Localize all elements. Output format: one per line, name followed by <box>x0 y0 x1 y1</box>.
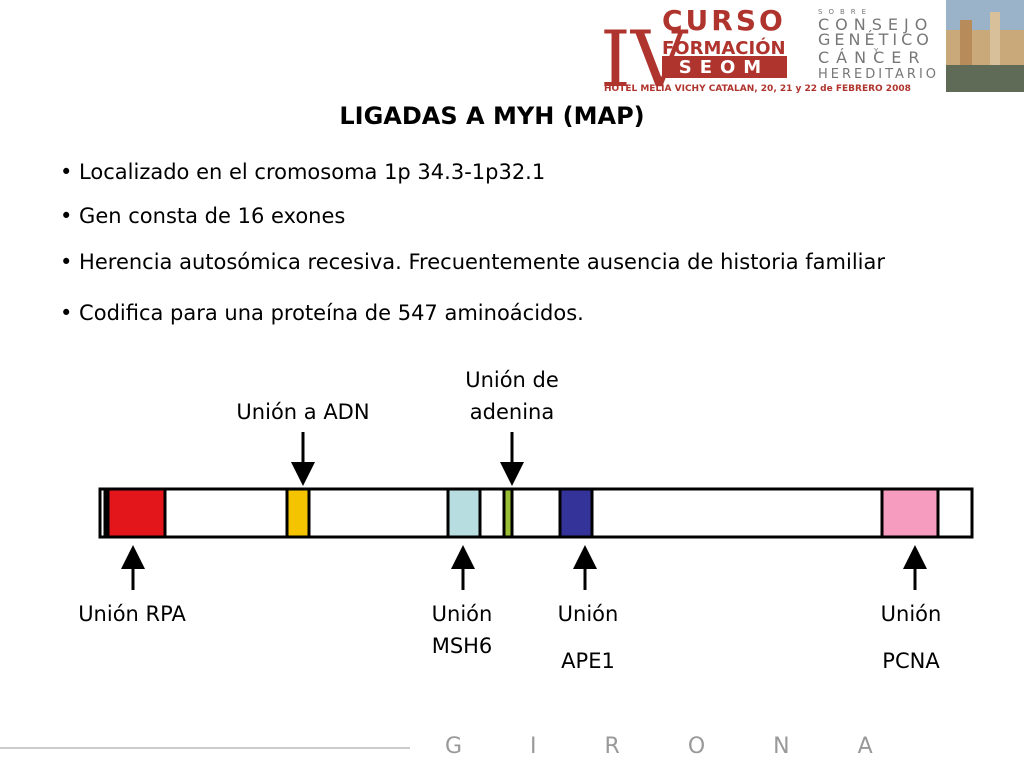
footer-city: GIRONA <box>445 734 941 759</box>
logo-sobre: SOBRE <box>818 8 872 16</box>
logo-y: Y <box>873 47 879 55</box>
city-photo <box>946 0 1024 92</box>
bullet-text: • Gen consta de 16 exones <box>60 204 346 228</box>
arrows <box>121 432 927 590</box>
bottom-label: PCNA <box>882 649 940 673</box>
bottom-label: APE1 <box>561 649 615 673</box>
top-label: Unión de <box>465 368 559 392</box>
top-label: adenina <box>469 400 555 424</box>
bottom-label: Unión RPA <box>78 602 186 626</box>
logo-curso: CURSO <box>662 4 786 37</box>
bottom-label: Unión <box>557 602 619 626</box>
bottom-label: MSH6 <box>431 634 493 658</box>
top-label: Unión a ADN <box>236 400 370 424</box>
bullet-text: • Localizado en el cromosoma 1p 34.3-1p3… <box>60 160 546 184</box>
title: LIGADAS A MYH (MAP) <box>339 102 645 130</box>
logo-genetico: GENÉTICO <box>818 30 933 49</box>
logo-seom: SEOM <box>679 57 769 78</box>
logo-hereditario: HEREDITARIO <box>818 67 939 82</box>
logo-venue: HOTEL MELIA VICHY CATALAN, 20, 21 y 22 d… <box>604 84 911 94</box>
logo-band <box>662 56 787 78</box>
bullet-text: • Codifica para una proteína de 547 amin… <box>60 301 584 325</box>
protein-diagram <box>98 487 974 539</box>
bottom-label: Unión <box>431 602 493 626</box>
logo-cancer: CÁNCER <box>818 48 926 67</box>
logo-formacion: FORMACIÓN <box>662 37 786 59</box>
logo-consejo: CONSEJO <box>818 15 933 34</box>
bullet-text: • Herencia autosómica recesiva. Frecuent… <box>60 250 886 274</box>
bottom-label: Unión <box>880 602 942 626</box>
